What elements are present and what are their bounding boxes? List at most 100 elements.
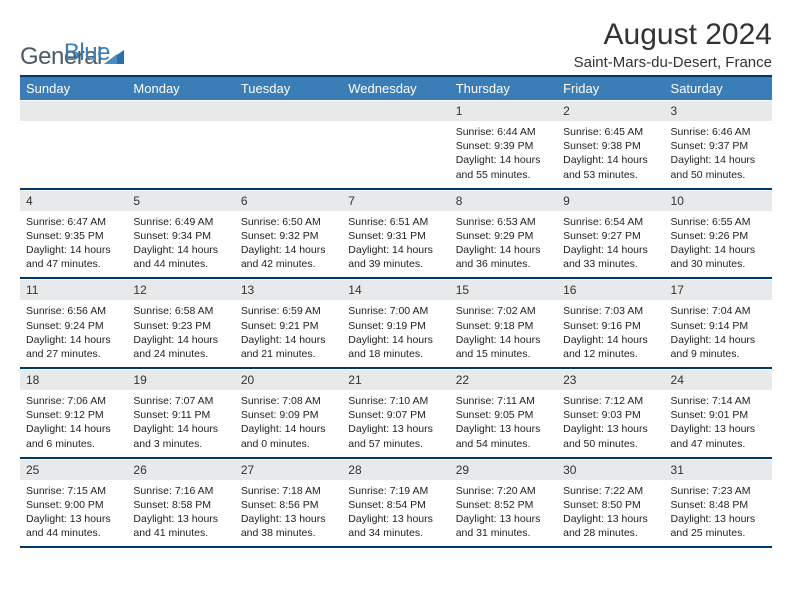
daylight-line2: and 57 minutes. <box>348 437 443 451</box>
daylight-line2: and 42 minutes. <box>241 257 336 271</box>
daylight-line1: Daylight: 14 hours <box>671 333 766 347</box>
calendar-cell-empty <box>20 100 127 188</box>
day-body: Sunrise: 6:45 AMSunset: 9:38 PMDaylight:… <box>557 121 664 188</box>
day-body: Sunrise: 7:22 AMSunset: 8:50 PMDaylight:… <box>557 480 664 547</box>
daylight-line2: and 44 minutes. <box>133 257 228 271</box>
day-header-row: SundayMondayTuesdayWednesdayThursdayFrid… <box>20 77 772 100</box>
daylight-line2: and 24 minutes. <box>133 347 228 361</box>
calendar: SundayMondayTuesdayWednesdayThursdayFrid… <box>20 75 772 548</box>
day-number: 10 <box>665 190 772 211</box>
daylight-line1: Daylight: 14 hours <box>671 153 766 167</box>
day-body: Sunrise: 7:18 AMSunset: 8:56 PMDaylight:… <box>235 480 342 547</box>
calendar-cell: 25Sunrise: 7:15 AMSunset: 9:00 PMDayligh… <box>20 459 127 547</box>
daylight-line1: Daylight: 13 hours <box>456 422 551 436</box>
day-body: Sunrise: 7:06 AMSunset: 9:12 PMDaylight:… <box>20 390 127 457</box>
day-number: 24 <box>665 369 772 390</box>
sunset-text: Sunset: 8:48 PM <box>671 498 766 512</box>
sunrise-text: Sunrise: 6:55 AM <box>671 215 766 229</box>
calendar-cell-empty <box>127 100 234 188</box>
sunrise-text: Sunrise: 7:03 AM <box>563 304 658 318</box>
calendar-cell: 23Sunrise: 7:12 AMSunset: 9:03 PMDayligh… <box>557 369 664 457</box>
calendar-cell-empty <box>342 100 449 188</box>
day-number: 2 <box>557 100 664 121</box>
day-body: Sunrise: 7:15 AMSunset: 9:00 PMDaylight:… <box>20 480 127 547</box>
day-number <box>235 100 342 121</box>
day-number: 4 <box>20 190 127 211</box>
daylight-line2: and 21 minutes. <box>241 347 336 361</box>
daylight-line1: Daylight: 14 hours <box>133 243 228 257</box>
day-number <box>342 100 449 121</box>
calendar-cell: 10 Sunrise: 6:55 AMSunset: 9:26 PMDayligh… <box>665 190 772 278</box>
day-header: Tuesday <box>235 77 342 100</box>
daylight-line2: and 38 minutes. <box>241 526 336 540</box>
daylight-line1: Daylight: 14 hours <box>348 243 443 257</box>
sunset-text: Sunset: 8:54 PM <box>348 498 443 512</box>
sunset-text: Sunset: 9:03 PM <box>563 408 658 422</box>
sunset-text: Sunset: 9:00 PM <box>26 498 121 512</box>
sunset-text: Sunset: 9:38 PM <box>563 139 658 153</box>
location-subtitle: Saint-Mars-du-Desert, France <box>574 54 772 71</box>
sunset-text: Sunset: 9:35 PM <box>26 229 121 243</box>
daylight-line1: Daylight: 14 hours <box>671 243 766 257</box>
day-body <box>342 121 449 181</box>
daylight-line1: Daylight: 13 hours <box>241 512 336 526</box>
sunrise-text: Sunrise: 7:18 AM <box>241 484 336 498</box>
day-number: 11 <box>20 279 127 300</box>
sunrise-text: Sunrise: 7:15 AM <box>26 484 121 498</box>
daylight-line2: and 15 minutes. <box>456 347 551 361</box>
calendar-cell: 4 Sunrise: 6:47 AMSunset: 9:35 PMDaylight… <box>20 190 127 278</box>
calendar-cell: 29Sunrise: 7:20 AMSunset: 8:52 PMDayligh… <box>450 459 557 547</box>
calendar-cell: 7Sunrise: 6:51 AMSunset: 9:31 PMDaylight… <box>342 190 449 278</box>
sunset-text: Sunset: 9:29 PM <box>456 229 551 243</box>
sunset-text: Sunset: 9:26 PM <box>671 229 766 243</box>
calendar-cell: 15Sunrise: 7:02 AMSunset: 9:18 PMDayligh… <box>450 279 557 367</box>
calendar-cell: 19Sunrise: 7:07 AMSunset: 9:11 PMDayligh… <box>127 369 234 457</box>
sunrise-text: Sunrise: 6:47 AM <box>26 215 121 229</box>
calendar-week: 1Sunrise: 6:44 AMSunset: 9:39 PMDaylight… <box>20 100 772 190</box>
daylight-line2: and 30 minutes. <box>671 257 766 271</box>
calendar-cell: 3Sunrise: 6:46 AMSunset: 9:37 PMDaylight… <box>665 100 772 188</box>
day-number: 23 <box>557 369 664 390</box>
sunrise-text: Sunrise: 7:16 AM <box>133 484 228 498</box>
title-block: August 2024 Saint-Mars-du-Desert, France <box>574 18 772 71</box>
day-body: Sunrise: 6:58 AMSunset: 9:23 PMDaylight:… <box>127 300 234 367</box>
day-header: Wednesday <box>342 77 449 100</box>
daylight-line1: Daylight: 14 hours <box>26 333 121 347</box>
daylight-line2: and 50 minutes. <box>563 437 658 451</box>
sunrise-text: Sunrise: 7:11 AM <box>456 394 551 408</box>
sunrise-text: Sunrise: 7:19 AM <box>348 484 443 498</box>
day-number: 12 <box>127 279 234 300</box>
day-number: 14 <box>342 279 449 300</box>
daylight-line2: and 47 minutes. <box>26 257 121 271</box>
day-header: Friday <box>557 77 664 100</box>
day-body: Sunrise: 6:49 AMSunset: 9:34 PMDaylight:… <box>127 211 234 278</box>
sunrise-text: Sunrise: 7:00 AM <box>348 304 443 318</box>
sunset-text: Sunset: 9:37 PM <box>671 139 766 153</box>
calendar-cell: 8Sunrise: 6:53 AMSunset: 9:29 PMDaylight… <box>450 190 557 278</box>
day-number: 25 <box>20 459 127 480</box>
sunrise-text: Sunrise: 6:58 AM <box>133 304 228 318</box>
calendar-cell: 18Sunrise: 7:06 AMSunset: 9:12 PMDayligh… <box>20 369 127 457</box>
month-title: August 2024 <box>574 18 772 52</box>
day-number: 30 <box>557 459 664 480</box>
calendar-cell: 24Sunrise: 7:14 AMSunset: 9:01 PMDayligh… <box>665 369 772 457</box>
day-body: Sunrise: 6:51 AMSunset: 9:31 PMDaylight:… <box>342 211 449 278</box>
day-number: 20 <box>235 369 342 390</box>
sunset-text: Sunset: 9:32 PM <box>241 229 336 243</box>
daylight-line2: and 47 minutes. <box>671 437 766 451</box>
sunrise-text: Sunrise: 7:07 AM <box>133 394 228 408</box>
day-number: 6 <box>235 190 342 211</box>
calendar-week: 25Sunrise: 7:15 AMSunset: 9:00 PMDayligh… <box>20 459 772 549</box>
day-number: 21 <box>342 369 449 390</box>
day-number: 27 <box>235 459 342 480</box>
sunrise-text: Sunrise: 7:10 AM <box>348 394 443 408</box>
calendar-cell: 16Sunrise: 7:03 AMSunset: 9:16 PMDayligh… <box>557 279 664 367</box>
day-body: Sunrise: 7:04 AMSunset: 9:14 PMDaylight:… <box>665 300 772 367</box>
sunrise-text: Sunrise: 7:20 AM <box>456 484 551 498</box>
daylight-line2: and 25 minutes. <box>671 526 766 540</box>
sunrise-text: Sunrise: 6:51 AM <box>348 215 443 229</box>
daylight-line1: Daylight: 14 hours <box>456 153 551 167</box>
daylight-line1: Daylight: 14 hours <box>26 243 121 257</box>
daylight-line1: Daylight: 13 hours <box>26 512 121 526</box>
daylight-line2: and 0 minutes. <box>241 437 336 451</box>
